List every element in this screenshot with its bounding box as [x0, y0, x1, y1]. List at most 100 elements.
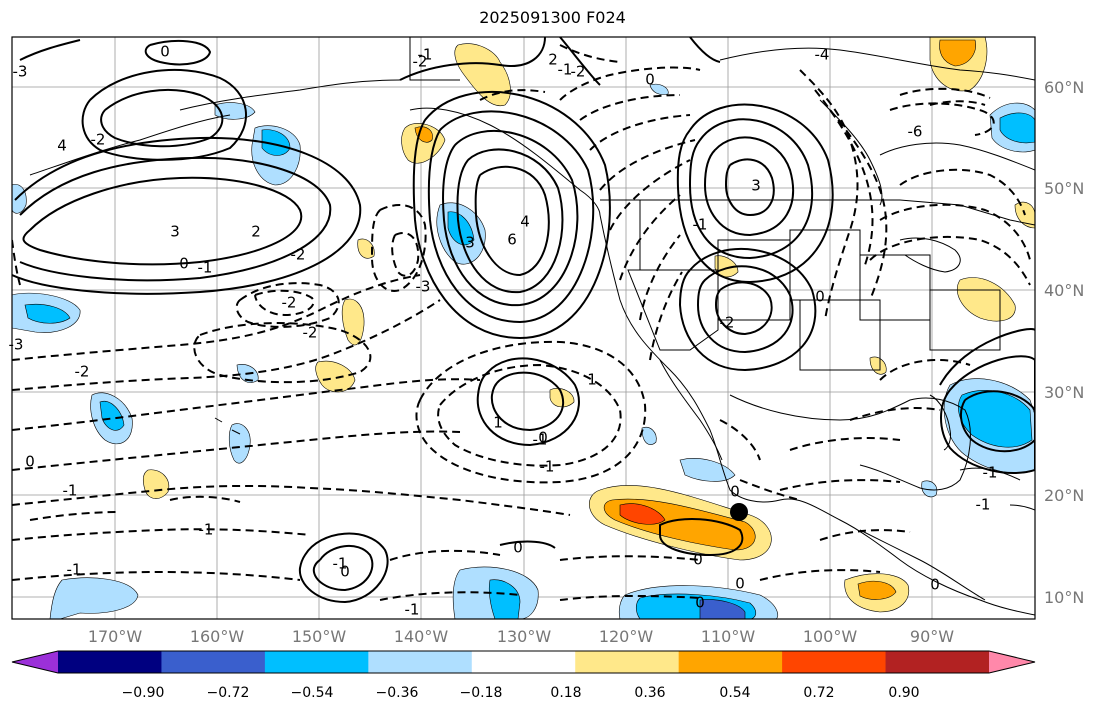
longitude-labels: 170°W 160°W 150°W 140°W 130°W 120°W 110°… [88, 627, 954, 646]
colorbar-outline [11, 650, 1036, 674]
contour-label: -2 [571, 63, 586, 81]
lon-label: 150°W [292, 627, 347, 646]
contour-label: 0 [179, 255, 189, 273]
lat-label: 20°N [1044, 486, 1084, 505]
colorbar-segment [678, 651, 783, 673]
contour-label: 2 [548, 51, 558, 69]
latitude-labels: 60°N 50°N 40°N 30°N 20°N 10°N [1044, 78, 1084, 607]
contour-label: 4 [520, 213, 530, 231]
lat-label: 40°N [1044, 281, 1084, 300]
contour-label: 0 [730, 483, 740, 501]
location-marker-dot [730, 503, 748, 521]
shaded-anomalies [12, 37, 1035, 619]
lon-label: 160°W [190, 627, 245, 646]
contour-labels: -30-22-1-4-2-6-24320-1-2-2-2-3643-10-1-2… [9, 43, 998, 619]
contour-label: 0 [930, 576, 940, 594]
contour-label: 0 [160, 43, 170, 61]
contour-label: 0 [695, 594, 705, 612]
contour-label: -3 [13, 63, 28, 81]
contour-label: -1 [693, 216, 708, 234]
colorbar-tick-label: −0.54 [291, 685, 334, 701]
contour-label: 6 [507, 231, 517, 249]
contour-label: 2 [251, 223, 261, 241]
colorbar-extend-min [12, 651, 58, 673]
colorbar-tick-label: 0.36 [634, 685, 665, 701]
contour-label: -3 [416, 278, 431, 296]
colorbar [11, 650, 1036, 674]
contour-label: -1 [533, 431, 548, 449]
colorbar-tick-label: −0.72 [207, 685, 250, 701]
contour-label: 0 [735, 575, 745, 593]
contour-label: 0 [25, 453, 35, 471]
contour-label: 0 [815, 288, 825, 306]
contour-label: 0 [693, 551, 703, 569]
contour-label: -2 [282, 294, 297, 312]
lat-label: 30°N [1044, 383, 1084, 402]
colorbar-segment [58, 651, 162, 673]
colorbar-tick-label: 0.90 [888, 685, 919, 701]
contour-label: -1 [333, 555, 348, 573]
contour-label: 0 [538, 429, 548, 447]
colorbar-tick-labels: −0.90 −0.72 −0.54 −0.36 −0.18 0.18 0.36 … [122, 685, 920, 701]
contour-label: -3 [9, 336, 24, 354]
contour-label: 3 [751, 177, 761, 195]
map-frame [11, 36, 1036, 620]
contour-label: 4 [57, 137, 67, 155]
contour-label: -2 [303, 324, 318, 342]
lon-label: 140°W [394, 627, 449, 646]
colorbar-segment [471, 651, 576, 673]
colorbar-segment [264, 651, 369, 673]
colorbar-segment [368, 651, 473, 673]
contour-label: -1 [63, 482, 78, 500]
contour-label: -6 [908, 123, 923, 141]
colorbar-tick-label: 0.72 [803, 685, 834, 701]
contour-label: -1 [67, 561, 82, 579]
colorbar-segment [885, 651, 990, 673]
contour-label: -1 [558, 61, 573, 79]
colorbar-segment [782, 651, 887, 673]
contour-label: -1 [983, 464, 998, 482]
colorbar-tick-label: −0.18 [460, 685, 503, 701]
contour-label: -1 [199, 521, 214, 539]
contour-label: -1 [540, 458, 555, 476]
colorbar-extend-max [989, 651, 1035, 673]
contour-label: 3 [465, 234, 475, 252]
contour-label: 0 [645, 71, 655, 89]
coastlines [29, 37, 1035, 616]
colorbar-tick-label: −0.90 [122, 685, 165, 701]
lon-label: 130°W [497, 627, 552, 646]
lon-label: 170°W [88, 627, 143, 646]
map-title: 2025091300 F024 [479, 8, 626, 27]
colorbar-segment [161, 651, 266, 673]
lat-label: 50°N [1044, 179, 1084, 198]
contour-label: 0 [340, 563, 350, 581]
contour-label: -2 [413, 53, 428, 71]
colorbar-segment [575, 651, 680, 673]
lon-label: 100°W [803, 627, 858, 646]
contour-label: -2 [720, 314, 735, 332]
lat-label: 10°N [1044, 588, 1084, 607]
colorbar-tick-label: 0.18 [550, 685, 581, 701]
contour-label: -2 [91, 131, 106, 149]
contour-label: 1 [493, 414, 503, 432]
colorbar-tick-label: 0.54 [719, 685, 750, 701]
contour-label: -1 [405, 601, 420, 619]
colorbar-tick-label: −0.36 [376, 685, 419, 701]
contour-label: -1 [418, 46, 433, 64]
lon-label: 120°W [599, 627, 654, 646]
lon-label: 110°W [701, 627, 756, 646]
contour-label: -2 [291, 246, 306, 264]
dashed-contours [12, 44, 1031, 601]
map-panel [12, 37, 1035, 619]
lat-label: 60°N [1044, 78, 1084, 97]
contours [12, 37, 1035, 604]
contour-label: 1 [587, 371, 597, 389]
lon-label: 90°W [910, 627, 954, 646]
contour-label: -2 [75, 363, 90, 381]
contour-label: -1 [198, 259, 213, 277]
contour-label: -1 [976, 496, 991, 514]
contour-label: 3 [170, 223, 180, 241]
contour-label: -4 [815, 46, 830, 64]
contour-label: 0 [513, 539, 523, 557]
